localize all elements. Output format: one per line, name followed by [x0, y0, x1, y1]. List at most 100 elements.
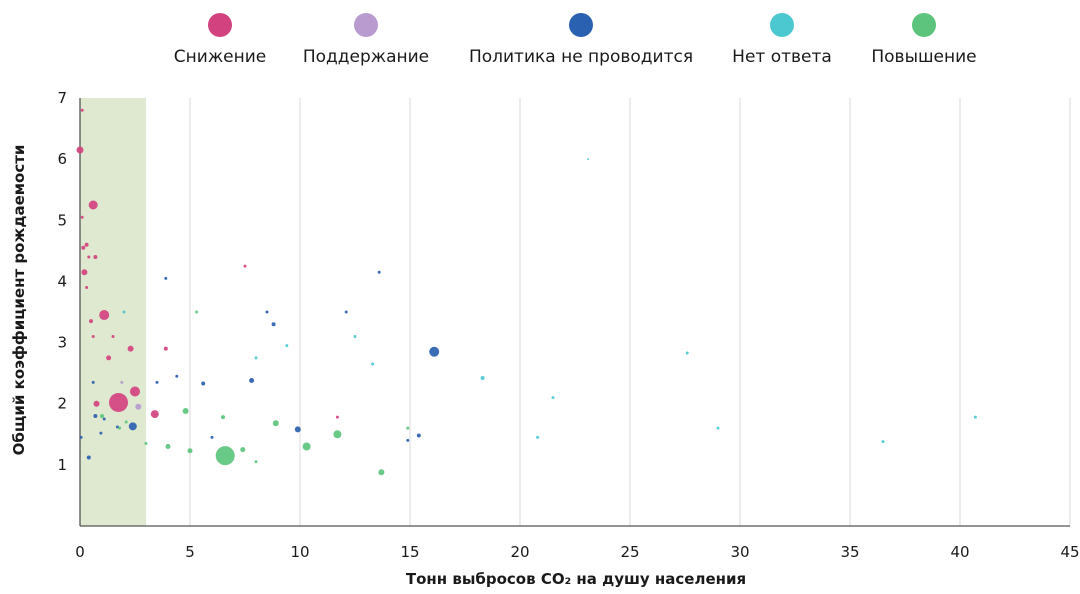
data-point — [249, 377, 255, 383]
data-point — [371, 362, 375, 366]
data-point — [99, 310, 110, 321]
x-tick-label: 45 — [1060, 543, 1079, 561]
data-point — [99, 431, 103, 435]
data-point — [294, 426, 301, 433]
y-tick-label: 4 — [57, 272, 67, 290]
data-point — [163, 346, 168, 351]
data-point — [344, 310, 348, 314]
data-point — [254, 460, 258, 464]
y-axis-title: Общий коэффициент рождаемости — [10, 145, 28, 456]
legend-label: Нет ответа — [732, 47, 832, 67]
data-point — [406, 426, 410, 430]
y-tick-label: 2 — [57, 395, 67, 413]
x-tick-label: 5 — [185, 543, 195, 561]
y-tick-label: 6 — [57, 150, 67, 168]
highlight-band — [80, 98, 146, 526]
data-point — [881, 440, 885, 444]
data-point — [80, 108, 84, 112]
data-point — [87, 255, 91, 259]
data-point — [165, 444, 171, 450]
data-point — [221, 415, 225, 420]
data-point — [81, 269, 88, 276]
data-point — [106, 355, 112, 361]
x-tick-label: 35 — [840, 543, 859, 561]
data-point — [973, 415, 977, 419]
data-point — [353, 334, 357, 338]
data-point — [102, 417, 106, 421]
data-point — [127, 345, 134, 352]
data-point — [254, 356, 258, 360]
data-point — [124, 420, 128, 424]
legend-label: Поддержание — [303, 47, 429, 67]
x-tick-label: 30 — [730, 543, 749, 561]
data-point — [480, 376, 485, 381]
data-point — [272, 420, 279, 427]
data-point — [195, 310, 199, 314]
data-point — [429, 346, 440, 357]
data-point — [93, 254, 98, 259]
data-point — [587, 158, 590, 161]
x-tick-label: 40 — [950, 543, 969, 561]
data-point — [109, 392, 128, 412]
data-point — [155, 380, 159, 384]
data-point — [81, 245, 86, 250]
data-point — [187, 448, 193, 454]
data-point — [685, 351, 689, 355]
x-axis-title: Тонн выбросов CO₂ на душу населения — [406, 570, 746, 588]
legend-marker — [354, 13, 378, 37]
data-point — [377, 270, 381, 274]
data-point — [182, 408, 189, 415]
data-point — [91, 334, 95, 338]
data-point — [243, 264, 247, 268]
data-point — [150, 410, 159, 419]
data-point — [285, 344, 289, 348]
data-point — [122, 310, 126, 314]
data-point — [716, 426, 720, 430]
data-point — [93, 413, 98, 418]
data-point — [84, 242, 89, 247]
data-point — [120, 380, 124, 384]
y-tick-label: 1 — [57, 456, 67, 474]
legend-marker — [569, 13, 593, 37]
data-point — [201, 381, 206, 386]
legend-marker — [208, 13, 232, 37]
data-point — [100, 413, 104, 418]
data-point — [89, 319, 93, 324]
data-point — [551, 396, 555, 400]
data-point — [91, 380, 95, 384]
y-tick-label: 7 — [57, 89, 67, 107]
data-point — [175, 374, 179, 378]
y-tick-label: 3 — [57, 334, 67, 352]
data-point — [271, 322, 276, 327]
data-point — [88, 200, 98, 210]
data-point — [416, 433, 421, 438]
data-point — [115, 425, 119, 429]
y-tick-label: 5 — [57, 211, 67, 229]
legend-marker — [912, 13, 936, 37]
data-point — [111, 334, 115, 338]
legend: Снижение Поддержание Политика не проводитс… — [174, 13, 977, 67]
data-point — [302, 442, 311, 451]
data-point — [333, 430, 342, 439]
data-point — [86, 455, 91, 460]
data-point — [135, 403, 142, 410]
data-point — [536, 435, 540, 439]
legend-label: Снижение — [174, 47, 266, 67]
data-point — [130, 386, 140, 397]
x-tick-label: 0 — [75, 543, 85, 561]
x-tick-label: 15 — [400, 543, 419, 561]
data-point — [265, 310, 269, 314]
data-point — [128, 422, 137, 431]
legend-label: Повышение — [871, 47, 976, 67]
legend-label: Политика не проводится — [469, 47, 693, 67]
data-point — [93, 400, 100, 407]
data-point — [80, 215, 84, 219]
data-point — [378, 469, 385, 476]
data-point — [406, 438, 410, 442]
data-point — [240, 447, 246, 453]
data-point — [118, 426, 122, 430]
legend-marker — [770, 13, 794, 37]
x-tick-label: 10 — [290, 543, 309, 561]
data-point — [335, 415, 339, 419]
